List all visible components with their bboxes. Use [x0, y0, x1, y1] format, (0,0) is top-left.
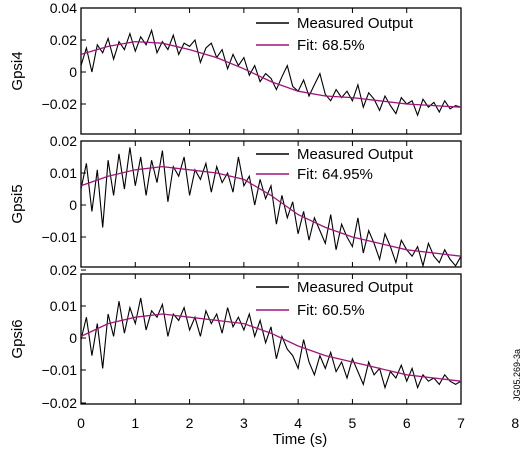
x-tick-label: 7	[457, 415, 465, 431]
x-axis-label: Time (s)	[273, 431, 327, 448]
x-tick-label: 4	[294, 415, 302, 431]
panel-gpsi6: 0.01 0 −0.01 −0.02 Gpsi6 Measured Output…	[9, 273, 462, 411]
y-tick-label: 0	[69, 64, 77, 80]
panel-gpsi4: 0.04 0.02 0 −0.02 Gpsi4 Measured Output …	[9, 0, 462, 135]
x-tick-label: 5	[349, 415, 357, 431]
panel-gpsi5: 0.02 0.01 0 −0.01 0.02 Gpsi5 Measured Ou…	[9, 133, 462, 278]
fit-line	[80, 165, 462, 257]
plot-area-frame	[80, 7, 462, 135]
legend-label-measured: Measured Output	[297, 146, 414, 163]
legend-label-fit: Fit: 68.5%	[297, 37, 365, 54]
y-tick-label: 0.02	[50, 262, 77, 278]
plot-area	[81, 7, 462, 134]
legend-label-fit: Fit: 60.5%	[297, 302, 365, 319]
y-axis-label: Gpsi6	[9, 319, 26, 358]
x-tick-label: 8	[511, 415, 519, 431]
y-axis-label: Gpsi5	[9, 184, 26, 223]
y-tick-label: −0.01	[42, 362, 78, 378]
legend-label-fit: Fit: 64.95%	[297, 166, 373, 183]
x-axis: 0 1 2 3 4 5 6 7 8	[77, 415, 519, 431]
y-tick-label: −0.02	[42, 96, 78, 112]
fit-line	[80, 313, 462, 382]
x-tick-label: 3	[240, 415, 248, 431]
y-tick-label: −0.01	[42, 229, 78, 245]
y-tick-label: 0.01	[50, 165, 77, 181]
plot-area-frame	[80, 140, 462, 268]
measured-output-line	[80, 297, 462, 390]
fit-line	[80, 40, 462, 108]
measured-output-line	[80, 28, 462, 117]
legend-label-measured: Measured Output	[297, 279, 414, 296]
y-tick-label: 0.01	[50, 298, 77, 314]
y-tick-label: 0.02	[50, 32, 77, 48]
figure-id-label: JG05.269-3a	[512, 349, 522, 401]
y-tick-label: 0	[69, 197, 77, 213]
legend: Measured Output Fit: 68.5%	[256, 15, 414, 54]
legend: Measured Output Fit: 64.95%	[256, 146, 414, 183]
plot-area	[81, 274, 462, 404]
plot-area	[81, 140, 462, 271]
y-tick-label: −0.02	[42, 395, 78, 411]
y-axis-label: Gpsi4	[9, 51, 26, 90]
legend: Measured Output Fit: 60.5%	[256, 279, 414, 319]
y-tick-label: 0.04	[50, 0, 77, 16]
x-tick-label: 0	[77, 415, 85, 431]
x-tick-label: 6	[403, 415, 411, 431]
measured-output-line	[80, 147, 462, 268]
y-tick-label: 0	[69, 330, 77, 346]
legend-label-measured: Measured Output	[297, 15, 414, 32]
y-tick-label: 0.02	[50, 133, 77, 149]
x-tick-label: 1	[131, 415, 139, 431]
x-tick-label: 2	[186, 415, 194, 431]
